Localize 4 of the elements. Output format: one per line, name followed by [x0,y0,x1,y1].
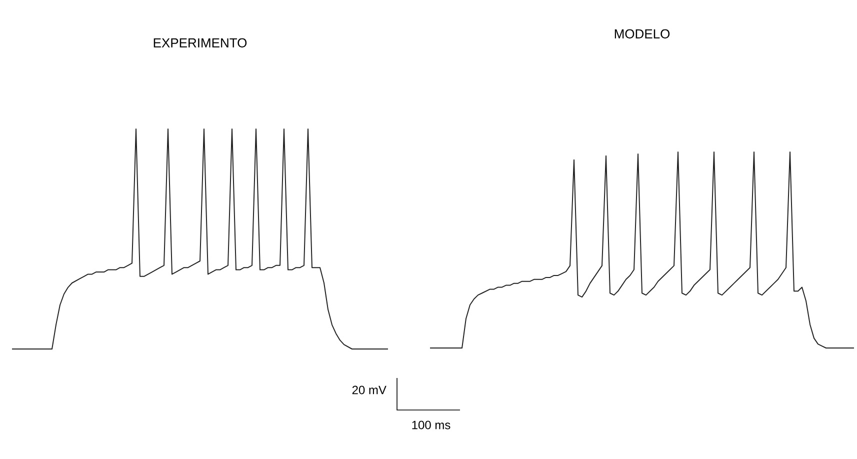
chart-title: EXPERIMENTO [154,38,247,48]
text: 20 mV [352,386,386,394]
text: 100 ms [412,420,450,430]
chart-title: MODELO [614,29,670,38]
